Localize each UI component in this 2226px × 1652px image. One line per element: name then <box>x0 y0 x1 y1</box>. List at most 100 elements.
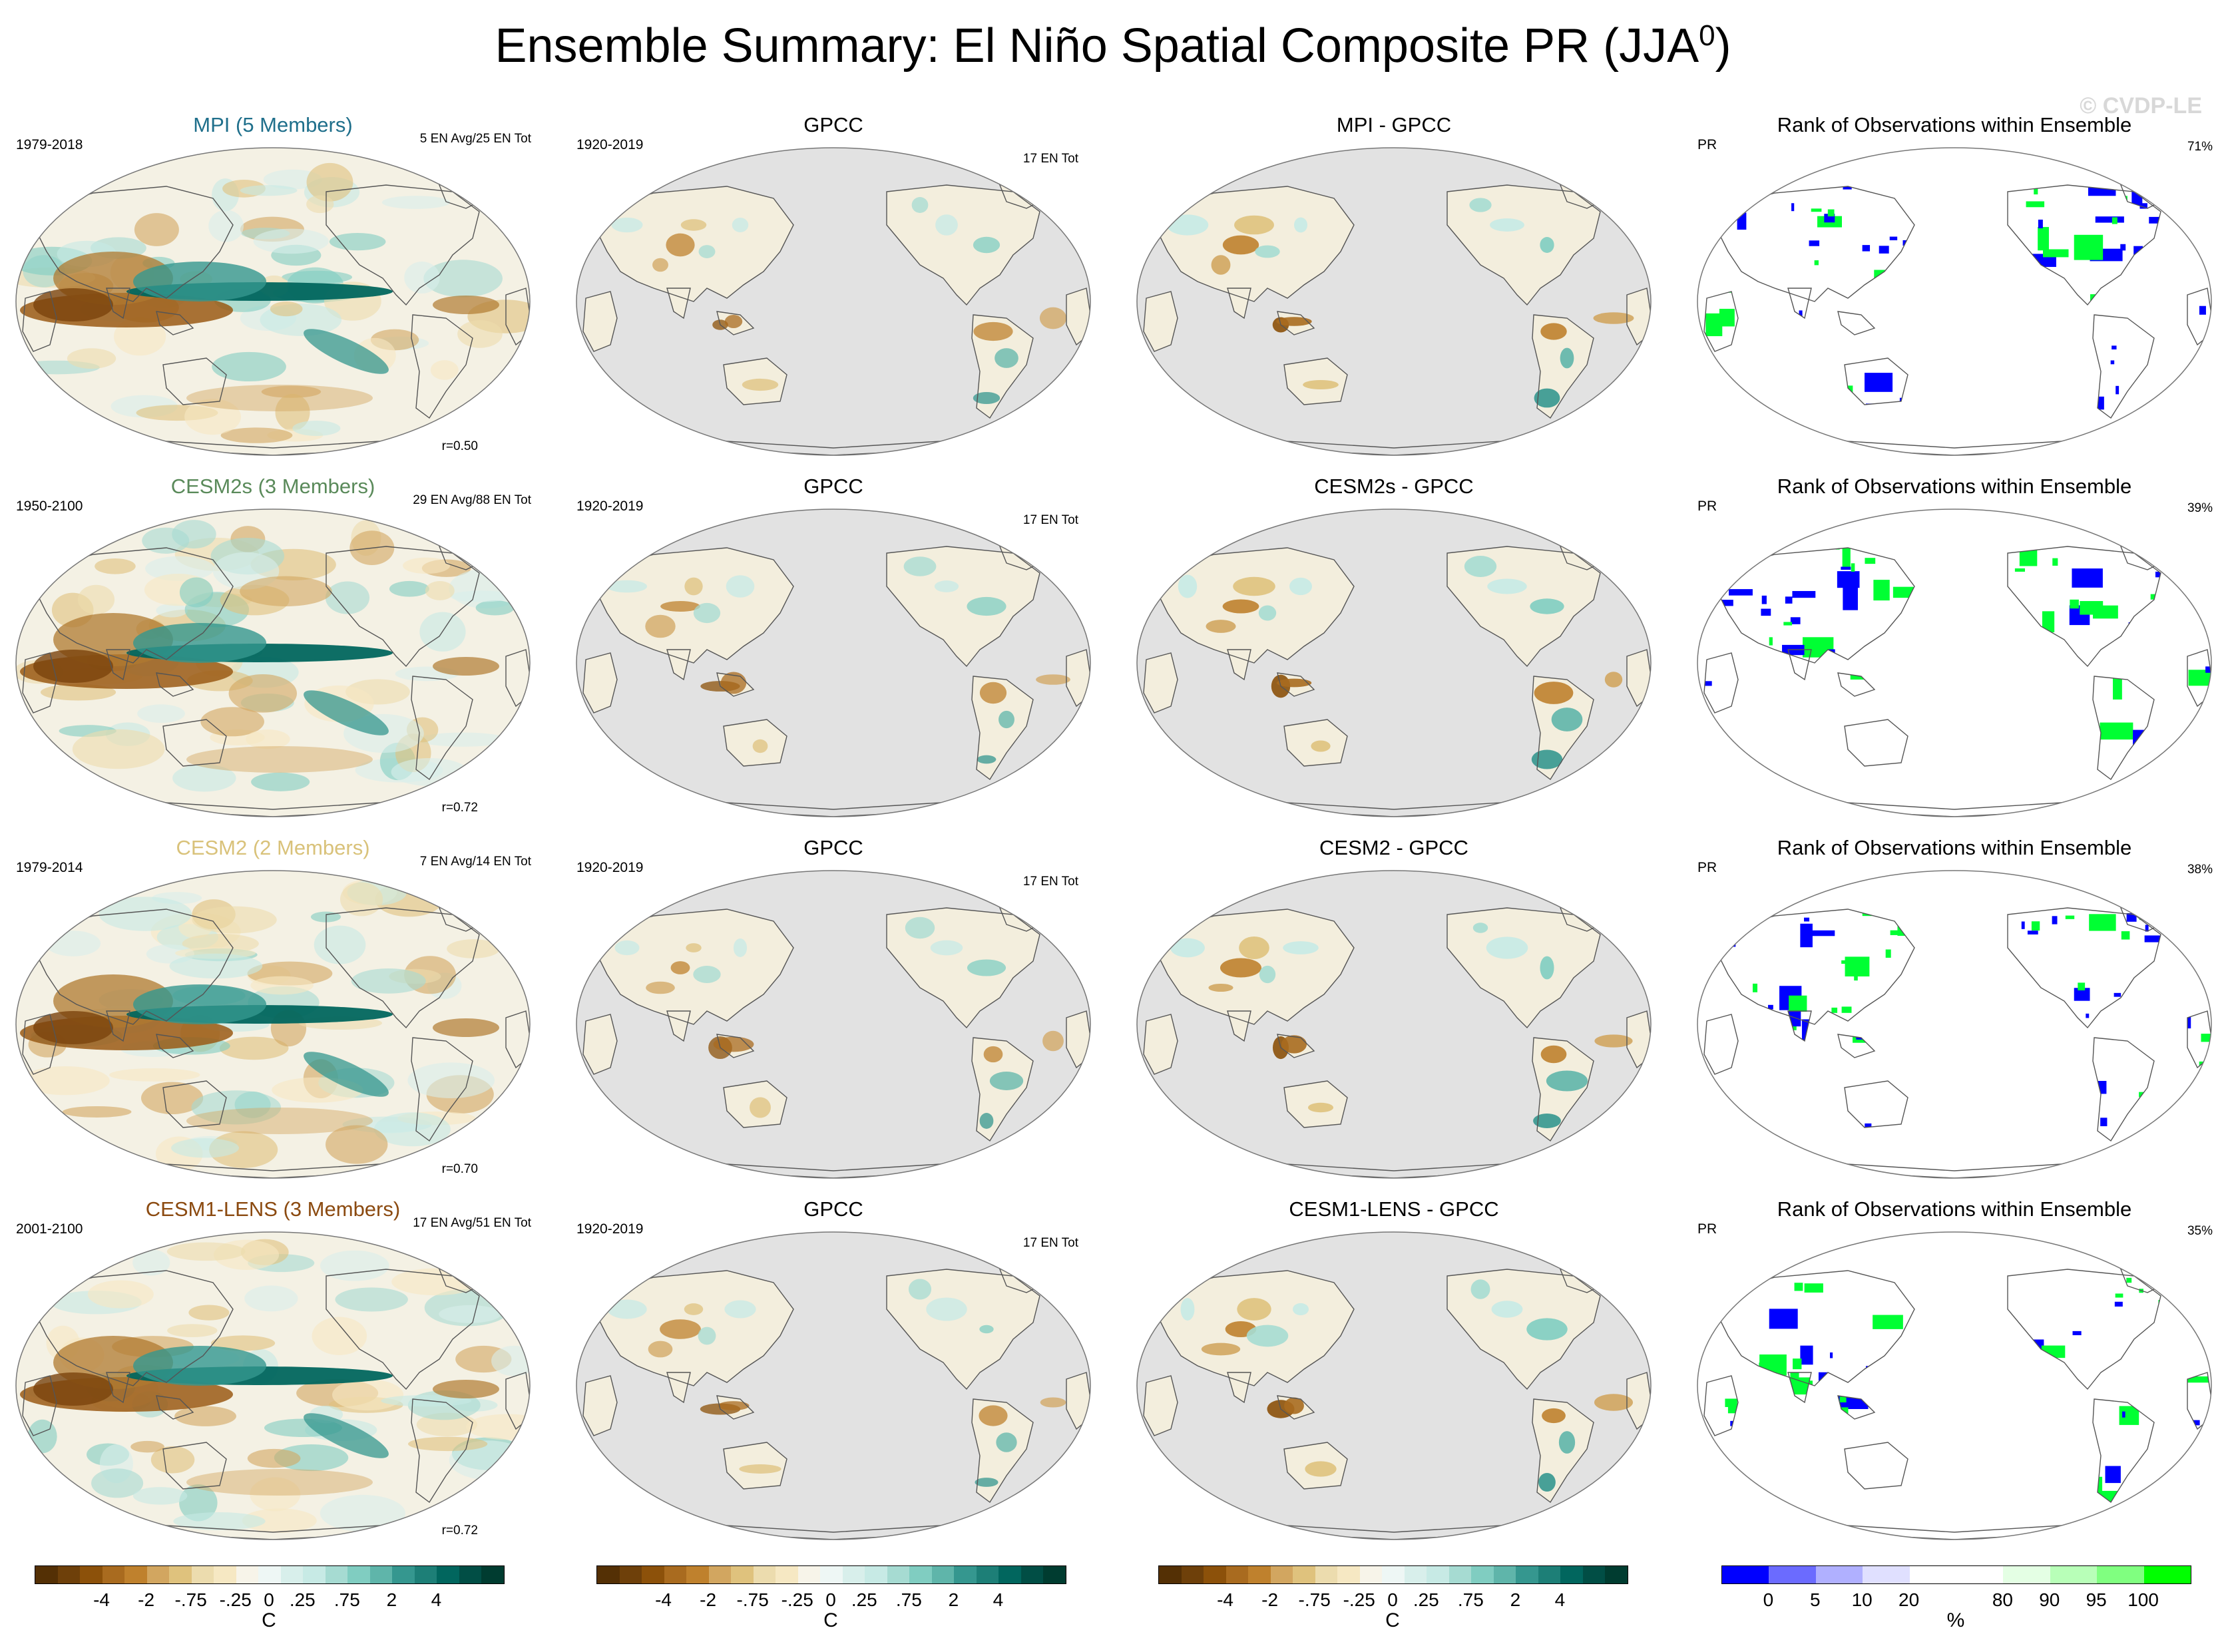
colorbar-unit: C <box>262 1609 276 1631</box>
colorbar-tick-label: 4 <box>1554 1589 1566 1610</box>
colorbar-tick-label: -.75 <box>736 1589 769 1610</box>
model-years: 2001-2100 <box>16 1221 83 1237</box>
colorbar-swatch <box>1181 1566 1204 1583</box>
model-years: 1979-2014 <box>16 860 83 875</box>
colorbar-unit: C <box>1385 1609 1400 1631</box>
colorbar-swatch <box>1493 1566 1516 1583</box>
obs-years: 1920-2019 <box>576 860 644 875</box>
colorbar-swatch <box>1248 1566 1271 1583</box>
model-panel-1: MPI (5 Members) 1979-2018 5 EN Avg/25 EN T… <box>7 112 539 471</box>
rank-percent: 39% <box>2187 501 2213 515</box>
world-map <box>576 509 1091 817</box>
world-map <box>1136 147 1652 456</box>
obs-years: 1920-2019 <box>576 499 644 514</box>
colorbar-swatch <box>931 1566 955 1583</box>
colorbar-tick-label: -.75 <box>1298 1589 1331 1610</box>
colorbar-swatch <box>1722 1566 1769 1583</box>
rank-panel-1: Rank of Observations within Ensemble PR 71… <box>1688 112 2221 471</box>
model-counts: 5 EN Avg/25 EN Tot <box>419 132 531 146</box>
colorbar-swatch <box>236 1566 259 1583</box>
colorbar-tick-label: 90 <box>2039 1589 2060 1610</box>
pattern-correlation: r=0.70 <box>441 1162 478 1176</box>
colorbar-swatch <box>191 1566 214 1583</box>
colorbar-tick-label: 80 <box>1992 1589 2013 1610</box>
diff-panel-4: CESM1-LENS - GPCC <box>1128 1196 1660 1555</box>
obs-years: 1920-2019 <box>576 1221 644 1237</box>
colorbar-unit: C <box>823 1609 838 1631</box>
colorbar-tick-label: 4 <box>431 1589 442 1610</box>
pattern-correlation: r=0.72 <box>441 801 478 815</box>
obs-count: 17 EN Tot <box>1022 152 1078 166</box>
colorbar-swatch <box>169 1566 192 1583</box>
model-years: 1950-2100 <box>16 499 83 514</box>
colorbar-swatch <box>2050 1566 2098 1583</box>
colorbar-swatch <box>1605 1566 1628 1583</box>
obs-count: 17 EN Tot <box>1022 1236 1078 1250</box>
world-map <box>1136 509 1652 817</box>
colorbar-swatch <box>2143 1566 2191 1583</box>
world-map <box>1697 147 2212 456</box>
obs-panel-2: GPCC 1920-2019 17 EN Tot <box>567 473 1100 833</box>
colorbar-swatch <box>1538 1566 1561 1583</box>
colorbar-swatch <box>776 1566 798 1583</box>
world-map <box>1697 870 2212 1179</box>
colorbar-swatch <box>124 1566 147 1583</box>
model-panel-2: CESM2s (3 Members) 1950-2100 29 EN Avg/88 … <box>7 473 539 833</box>
colorbar-swatches <box>596 1565 1066 1584</box>
colorbar-tick-label: 4 <box>993 1589 1004 1610</box>
page-title: Ensemble Summary: El Niño Spatial Compos… <box>495 19 1731 73</box>
model-counts: 17 EN Avg/51 EN Tot <box>413 1216 531 1230</box>
colorbar-tick-label: -4 <box>93 1589 111 1610</box>
world-map <box>1136 1231 1652 1540</box>
colorbar-tick-label: .25 <box>289 1589 316 1610</box>
colorbar-swatch <box>1225 1566 1249 1583</box>
colorbar-tick-label: -2 <box>1261 1589 1279 1610</box>
colorbar-swatch <box>619 1566 642 1583</box>
colorbar-tick-label: 95 <box>2086 1589 2107 1610</box>
colorbar-swatch <box>708 1566 732 1583</box>
model-title: CESM1-LENS (3 Members) <box>145 1197 401 1221</box>
colorbar-swatch <box>392 1566 415 1583</box>
rank-panel-3: Rank of Observations within Ensemble PR 38… <box>1688 835 2221 1194</box>
model-panel-4: CESM1-LENS (3 Members) 2001-2100 17 EN Avg… <box>7 1196 539 1555</box>
colorbar-tick-label: 0 <box>1387 1589 1398 1610</box>
rank-variable: PR <box>1697 860 1717 875</box>
obs-count: 17 EN Tot <box>1022 513 1078 527</box>
colorbar-swatch <box>102 1566 125 1583</box>
model-years: 1979-2018 <box>16 137 83 152</box>
colorbar-tick-label: -.25 <box>1343 1589 1375 1610</box>
colorbar-swatch <box>1909 1566 1956 1583</box>
colorbar-tick-label: 0 <box>825 1589 836 1610</box>
colorbar-swatch <box>1043 1566 1066 1583</box>
colorbar-swatch <box>1270 1566 1293 1583</box>
world-map <box>15 870 531 1179</box>
colorbar-tick-label: 2 <box>1510 1589 1521 1610</box>
colorbar-swatch <box>1448 1566 1472 1583</box>
colorbar-swatch <box>887 1566 910 1583</box>
diff-title: MPI - GPCC <box>1336 113 1452 136</box>
colorbar: -4 -2 -.75 -.25 0 .25 .75 2 4 C <box>35 1565 505 1639</box>
colorbar-tick-label: -.25 <box>219 1589 252 1610</box>
colorbar-swatch <box>258 1566 281 1583</box>
colorbar-swatch <box>1293 1566 1315 1583</box>
colorbar-swatch <box>1359 1566 1383 1583</box>
rank-title: Rank of Observations within Ensemble <box>1777 475 2132 498</box>
colorbar-swatch <box>1769 1566 1816 1583</box>
colorbar-tick-label: 10 <box>1851 1589 1873 1610</box>
colorbar-tick-label: -.25 <box>781 1589 813 1610</box>
colorbar-swatch <box>1956 1566 2004 1583</box>
colorbar-swatch <box>35 1566 58 1583</box>
colorbar-tick-label: -4 <box>655 1589 672 1610</box>
rank-title: Rank of Observations within Ensemble <box>1777 1197 2132 1221</box>
colorbar-swatch <box>797 1566 821 1583</box>
rank-variable: PR <box>1697 1221 1717 1237</box>
colorbar-swatch <box>481 1566 504 1583</box>
world-map <box>15 1231 531 1540</box>
colorbar-swatch <box>1560 1566 1583 1583</box>
colorbar-swatch <box>1404 1566 1427 1583</box>
colorbar-swatch <box>57 1566 81 1583</box>
colorbar-swatch <box>347 1566 370 1583</box>
colorbar-tick-label: .75 <box>334 1589 360 1610</box>
diff-title: CESM2 - GPCC <box>1319 836 1468 859</box>
colorbar-swatch <box>2097 1566 2144 1583</box>
